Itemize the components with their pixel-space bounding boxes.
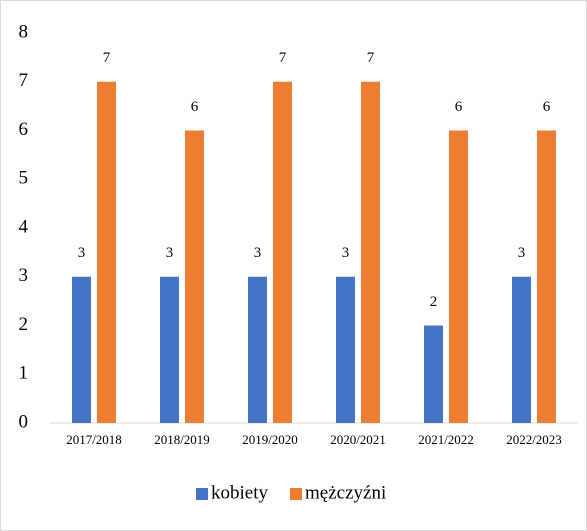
bar: [160, 276, 179, 423]
y-tick-label: 2: [19, 314, 29, 335]
bar: [449, 130, 468, 423]
x-tick-label: 2019/2020: [242, 432, 298, 447]
y-tick-label: 4: [19, 216, 29, 237]
data-label: 6: [191, 99, 199, 115]
x-tick-label: 2017/2018: [66, 432, 122, 447]
data-label: 2: [430, 294, 438, 310]
y-tick-label: 3: [19, 265, 29, 286]
x-tick-label: 2021/2022: [418, 432, 474, 447]
data-label: 3: [342, 245, 350, 261]
data-label: 3: [254, 245, 262, 261]
y-tick-label: 1: [19, 363, 29, 384]
data-label: 6: [543, 99, 551, 115]
x-tick-label: 2022/2023: [506, 432, 562, 447]
bar: [185, 130, 204, 423]
bar: [424, 325, 443, 423]
data-label: 3: [166, 245, 174, 261]
bar: [72, 276, 91, 423]
bar: [248, 276, 267, 423]
legend-swatch: [290, 488, 302, 500]
bar: [512, 276, 531, 423]
data-label: 7: [367, 50, 375, 66]
data-label: 7: [103, 50, 111, 66]
y-tick-label: 8: [19, 21, 29, 42]
bar: [97, 81, 116, 423]
data-label: 3: [78, 245, 86, 261]
y-tick-label: 0: [19, 411, 29, 432]
y-tick-label: 5: [19, 168, 29, 189]
bar: [361, 81, 380, 423]
data-label: 7: [279, 50, 287, 66]
data-label: 6: [455, 99, 463, 115]
bar: [336, 276, 355, 423]
y-tick-label: 7: [19, 70, 29, 91]
x-tick-label: 2020/2021: [330, 432, 386, 447]
legend-swatch: [196, 488, 208, 500]
bar: [273, 81, 292, 423]
y-tick-label: 6: [19, 119, 29, 140]
legend-label: kobiety: [211, 482, 268, 503]
legend-label: mężczyźni: [305, 482, 386, 503]
data-label: 3: [518, 245, 526, 261]
x-tick-label: 2018/2019: [154, 432, 210, 447]
bar: [537, 130, 556, 423]
